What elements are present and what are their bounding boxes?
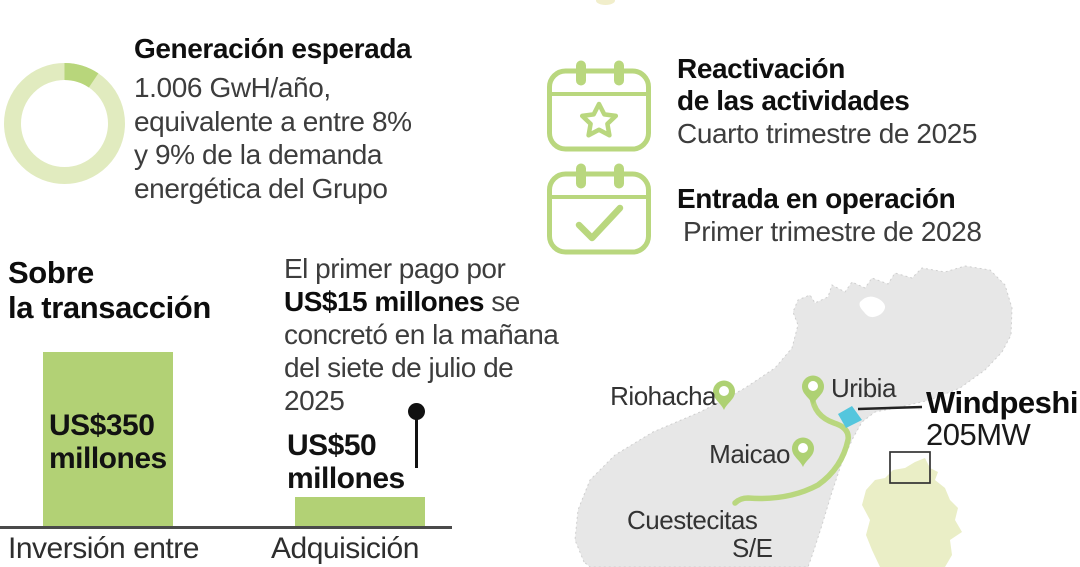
annotation-pointer-line	[415, 419, 418, 468]
generation-title: Generación esperada	[134, 33, 412, 64]
reactivation-date: Cuarto trimestre de 2025	[677, 118, 978, 149]
transmission-route	[732, 393, 851, 506]
reactivation-block: Reactivación de las actividades Cuarto t…	[677, 53, 978, 150]
bar-value-line: US$50	[287, 429, 377, 462]
bar-value-line: US$350	[49, 409, 155, 442]
riohacha-pin-icon	[713, 380, 735, 410]
bar-acquisition-label: Adquisición	[271, 532, 419, 565]
note-text: se	[483, 286, 520, 317]
riohacha-label: Riohacha	[610, 381, 717, 411]
windpeshi-capacity-label: 205MW	[926, 417, 1032, 452]
cuestecitas-se-label: S/E	[732, 533, 773, 563]
windpeshi-callout-line	[857, 405, 923, 411]
colombia-inset-map	[862, 458, 962, 567]
lagoon-hole	[859, 296, 886, 318]
note-text: del siete de julio de 2025	[284, 352, 514, 416]
transaction-heading: Sobre la transacción	[8, 255, 211, 325]
bar-investment	[43, 352, 173, 526]
uribia-pin-icon	[802, 375, 824, 405]
first-payment-note: El primer pago por US$15 millones se con…	[284, 252, 574, 417]
operation-date: Primer trimestre de 2028	[683, 216, 982, 247]
check-glyph	[575, 204, 624, 242]
star-glyph	[579, 101, 619, 138]
cropped-decoration	[596, 0, 615, 5]
note-text: concretó en la mañana	[284, 319, 559, 350]
generation-donut-chart	[4, 63, 125, 184]
transaction-heading-line: Sobre	[8, 255, 94, 290]
note-text: El primer pago por	[284, 253, 506, 284]
windpeshi-label: Windpeshi	[926, 385, 1078, 420]
donut-ring	[4, 63, 125, 184]
calendar-check-icon	[547, 163, 651, 255]
donut-highlight-segment	[64, 63, 99, 88]
reactivation-title: Reactivación	[677, 53, 845, 84]
note-amount: US$15 millones	[284, 286, 484, 317]
windpeshi-site-marker	[838, 406, 862, 428]
bar-value-line: millones	[49, 442, 167, 475]
bar-acquisition	[295, 497, 425, 526]
generation-line: equivalente a entre 8%	[134, 105, 412, 137]
la-guajira-map: Riohacha Uribia Maicao Windpeshi 205MW C…	[574, 265, 1078, 567]
bar-investment-label: Inversión entre	[8, 532, 199, 565]
la-guajira-landmass	[574, 265, 1013, 567]
inset-locator-rectangle	[889, 451, 931, 484]
maicao-pin-icon	[792, 437, 814, 467]
uribia-label: Uribia	[831, 373, 897, 403]
generation-line: y 9% de la demanda	[134, 139, 383, 170]
chart-baseline	[0, 526, 452, 529]
maicao-label: Maicao	[709, 439, 790, 469]
annotation-pointer-dot	[408, 403, 425, 420]
calendar-star-icon	[547, 60, 651, 152]
transaction-heading-line: la transacción	[8, 290, 211, 325]
operation-title: Entrada en operación	[677, 183, 956, 214]
bar-value-line: millones	[287, 462, 405, 495]
cuestecitas-label: Cuestecitas	[627, 505, 758, 535]
bar-acquisition-value: US$50 millones	[287, 429, 405, 495]
reactivation-title: de las actividades	[677, 85, 910, 116]
generation-line: energética del Grupo	[134, 172, 388, 204]
generation-block: Generación esperada 1.006 GwH/año, equiv…	[134, 33, 464, 205]
generation-line: 1.006 GwH/año,	[134, 72, 331, 103]
operation-block: Entrada en operación Primer trimestre de…	[677, 183, 982, 248]
bar-investment-value: US$350 millones	[49, 409, 167, 475]
